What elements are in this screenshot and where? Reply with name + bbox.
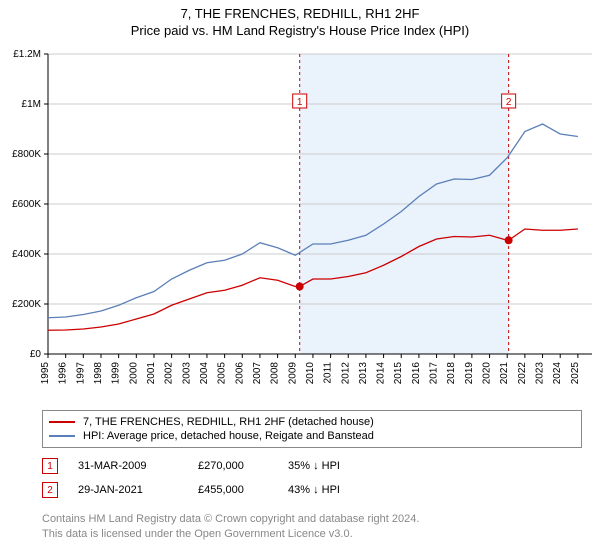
svg-text:£1M: £1M [22,99,41,110]
attribution-line: This data is licensed under the Open Gov… [42,527,419,542]
svg-text:2004: 2004 [199,362,210,385]
svg-text:£200K: £200K [12,299,41,310]
attribution: Contains HM Land Registry data © Crown c… [42,512,419,542]
svg-text:2022: 2022 [517,362,528,385]
svg-text:1996: 1996 [58,362,69,385]
svg-text:1995: 1995 [40,362,51,385]
chart-title-block: 7, THE FRENCHES, REDHILL, RH1 2HF Price … [0,0,600,38]
svg-text:2013: 2013 [358,362,369,385]
sale-price: £270,000 [198,460,288,472]
chart-subtitle: Price paid vs. HM Land Registry's House … [0,23,600,38]
svg-text:2012: 2012 [340,362,351,385]
svg-text:2018: 2018 [446,362,457,385]
svg-text:2003: 2003 [181,362,192,385]
sales-table: 1 31-MAR-2009 £270,000 35% ↓ HPI 2 29-JA… [42,454,408,502]
svg-text:1998: 1998 [93,362,104,385]
svg-text:2016: 2016 [411,362,422,385]
svg-text:2023: 2023 [535,362,546,385]
sale-row: 2 29-JAN-2021 £455,000 43% ↓ HPI [42,478,408,502]
legend-item: 7, THE FRENCHES, REDHILL, RH1 2HF (detac… [49,415,575,429]
legend-swatch [49,435,75,437]
svg-text:2011: 2011 [323,362,334,384]
legend-swatch [49,421,75,423]
sale-date: 31-MAR-2009 [78,460,198,472]
svg-text:2006: 2006 [234,362,245,385]
svg-text:2020: 2020 [482,362,493,385]
svg-text:£0: £0 [30,349,42,360]
svg-text:2017: 2017 [429,362,440,385]
price-chart: £0 £200K £400K £600K £800K £1M £1.2M 1995 1996 19… [0,46,600,406]
sale-delta: 35% ↓ HPI [288,460,408,472]
svg-text:£600K: £600K [12,199,41,210]
svg-text:2025: 2025 [570,362,581,385]
svg-text:2019: 2019 [464,362,475,385]
svg-text:2001: 2001 [146,362,157,385]
attribution-line: Contains HM Land Registry data © Crown c… [42,512,419,527]
svg-text:2008: 2008 [270,362,281,385]
svg-text:2005: 2005 [217,362,228,385]
svg-text:2002: 2002 [164,362,175,385]
svg-text:2007: 2007 [252,362,263,385]
chart-title: 7, THE FRENCHES, REDHILL, RH1 2HF [0,6,600,21]
svg-text:£800K: £800K [12,149,41,160]
sale-row: 1 31-MAR-2009 £270,000 35% ↓ HPI [42,454,408,478]
svg-text:2010: 2010 [305,362,316,385]
svg-text:2009: 2009 [287,362,298,385]
svg-text:2000: 2000 [128,362,139,385]
sale-marker: 2 [42,482,58,498]
legend-label: HPI: Average price, detached house, Reig… [83,430,374,442]
svg-text:1: 1 [297,97,303,108]
chart-container: £0 £200K £400K £600K £800K £1M £1.2M 1995 1996 19… [0,46,600,406]
legend-label: 7, THE FRENCHES, REDHILL, RH1 2HF (detac… [83,416,374,428]
legend: 7, THE FRENCHES, REDHILL, RH1 2HF (detac… [42,410,582,448]
legend-item: HPI: Average price, detached house, Reig… [49,429,575,443]
sale-date: 29-JAN-2021 [78,484,198,496]
sale-delta: 43% ↓ HPI [288,484,408,496]
svg-text:1997: 1997 [75,362,86,385]
sale-price: £455,000 [198,484,288,496]
svg-text:2: 2 [506,97,512,108]
sale-marker: 1 [42,458,58,474]
svg-text:2024: 2024 [552,362,563,385]
svg-text:2014: 2014 [376,362,387,385]
svg-text:2021: 2021 [499,362,510,385]
svg-text:1999: 1999 [111,362,122,385]
svg-text:2015: 2015 [393,362,404,385]
svg-text:£400K: £400K [12,249,41,260]
svg-text:£1.2M: £1.2M [13,49,41,60]
